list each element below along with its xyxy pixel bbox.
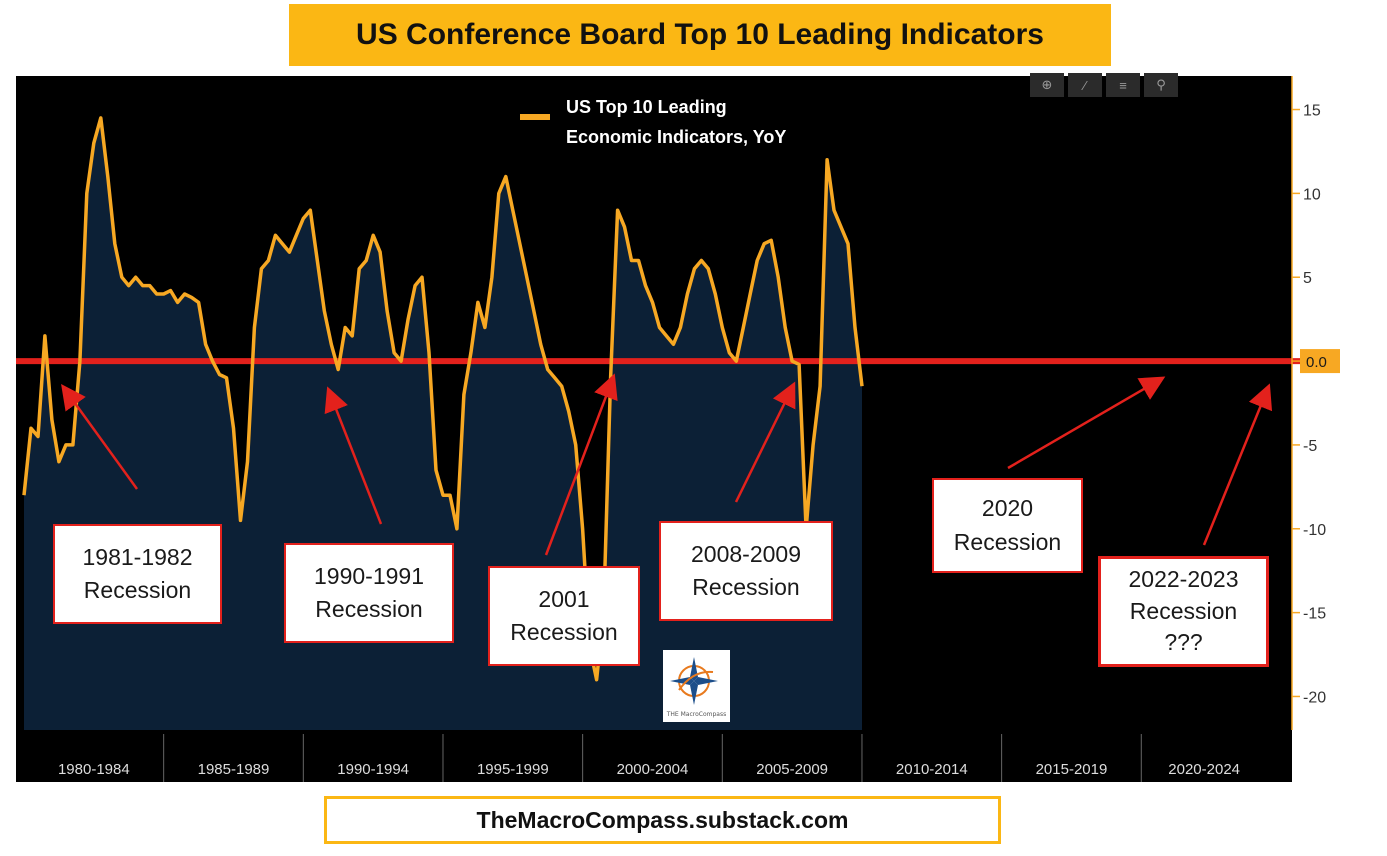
y-tick-label: 15: [1303, 103, 1321, 120]
zero-value-label: 0.0: [1306, 354, 1327, 371]
series-area: [24, 117, 862, 730]
footer-source-url[interactable]: TheMacroCompass.substack.com: [324, 796, 1001, 844]
annotation-arrow: [544, 373, 618, 556]
y-tick-label: -10: [1303, 522, 1326, 539]
period-axis-background: [16, 730, 1292, 782]
crosshair-icon[interactable]: ⊕: [1030, 73, 1064, 97]
annotation-arrow: [324, 386, 383, 525]
annotation-2022-2023-recession: 2022-2023 Recession ???: [1098, 556, 1269, 667]
y-tick-label: -20: [1303, 689, 1326, 706]
pencil-icon[interactable]: ∕: [1068, 73, 1102, 97]
y-tick-label: 5: [1303, 270, 1312, 287]
x-period-label: 2020-2024: [1168, 761, 1240, 778]
y-tick-label: -15: [1303, 606, 1326, 623]
annotation-arrow: [734, 381, 796, 503]
x-axis: 1980-1984 1985-1989 1990-1994 1995-1999 2000…: [58, 734, 1240, 782]
y-tick-label: -5: [1303, 438, 1317, 455]
legend-swatch: [520, 114, 550, 120]
series-line: [22, 116, 864, 682]
annotation-arrow: [61, 383, 139, 490]
x-period-label: 2010-2014: [896, 761, 968, 778]
zero-value-badge: [1300, 349, 1340, 374]
axis-background: [1292, 76, 1371, 782]
annotation-2020-recession: 2020 Recession: [932, 478, 1083, 573]
list-icon[interactable]: ≡: [1106, 73, 1140, 97]
y-tick-label: 10: [1303, 186, 1321, 203]
legend: US Top 10 Leading Economic Indicators, Y…: [520, 97, 786, 147]
logo-text: THE MacroCompass: [666, 711, 727, 718]
annotation-arrows: [61, 373, 1273, 556]
legend-label-line1: US Top 10 Leading: [566, 97, 727, 117]
x-period-label: 1985-1989: [198, 761, 270, 778]
x-period-label: 1980-1984: [58, 761, 130, 778]
chart-area: 15 10 5 -5 -10 -15 -20 0.0 1980-1984 1985-1989 19…: [16, 76, 1371, 782]
x-period-label: 1990-1994: [337, 761, 409, 778]
annotation-arrow: [1007, 376, 1166, 470]
annotation-1981-1982-recession: 1981-1982 Recession: [53, 524, 222, 624]
annotation-arrow: [1202, 383, 1273, 546]
annotation-2001-recession: 2001 Recession: [488, 566, 640, 666]
chart-title: US Conference Board Top 10 Leading Indic…: [289, 4, 1111, 66]
annotation-1990-1991-recession: 1990-1991 Recession: [284, 543, 454, 643]
x-period-label: 2015-2019: [1036, 761, 1108, 778]
compass-icon: [670, 657, 718, 705]
annotation-2008-2009-recession: 2008-2009 Recession: [659, 521, 833, 621]
x-period-label: 1995-1999: [477, 761, 549, 778]
magnifier-icon[interactable]: ⚲: [1144, 73, 1178, 97]
macro-compass-logo: THE MacroCompass: [663, 650, 730, 722]
legend-label-line2: Economic Indicators, YoY: [566, 127, 786, 147]
x-period-label: 2000-2004: [617, 761, 689, 778]
x-period-label: 2005-2009: [756, 761, 828, 778]
y-axis: 15 10 5 -5 -10 -15 -20 0.0: [1291, 76, 1340, 730]
